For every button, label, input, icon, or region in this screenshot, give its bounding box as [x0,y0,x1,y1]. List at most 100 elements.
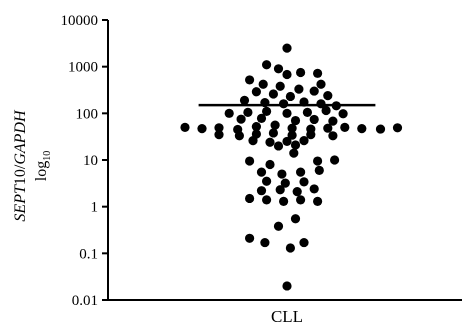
data-point [262,195,272,205]
data-point [234,131,244,141]
data-point [290,115,301,126]
data-point [296,195,306,205]
data-point [273,221,284,231]
data-point [248,136,258,146]
data-point [338,109,348,119]
data-point [306,130,316,140]
y-tick-label: 1000 [68,60,98,76]
data-point [285,243,295,253]
data-point [323,90,333,101]
data-point [245,193,255,204]
data-point [313,196,323,206]
data-point [262,176,272,186]
data-point [273,64,284,74]
data-point [290,140,301,150]
y-axis-unit-base: log [33,161,50,181]
y-axis-unit: log10 [33,151,53,181]
data-point [180,122,190,132]
data-point [256,186,267,196]
data-point [299,237,309,248]
data-point [265,137,275,147]
data-point [316,79,326,89]
data-point [245,233,255,243]
y-axis-label: SEPT10/GAPDH log10 [12,109,53,222]
y-tick-label: 0.01 [72,293,98,309]
y-axis-title-reference: GAPDH [12,109,29,165]
y-axis-title: SEPT10/GAPDH [12,109,29,222]
data-point [296,67,306,78]
data-point [299,177,309,187]
data-point [313,156,323,166]
data-point [282,281,292,291]
data-point [279,196,289,206]
data-point [245,75,255,85]
data-point [282,108,292,118]
data-point [314,165,324,175]
data-point [392,123,403,133]
y-axis-title-number: 10/ [12,164,29,185]
y-ticks: 0.01 0.1 1 10 100 1000 10000 [61,13,108,309]
data-point [302,107,312,117]
data-point [282,136,292,147]
data-point [299,136,309,146]
data-point [262,106,272,117]
data-point [290,214,301,224]
data-point [273,141,284,151]
data-point [262,60,272,70]
data-point [243,107,253,117]
y-tick-label: 1 [91,200,99,216]
data-point [330,155,340,165]
data-point [321,105,331,116]
data-point [282,43,292,53]
y-tick-label: 0.1 [79,246,98,262]
data-point [214,130,224,140]
data-point [313,68,323,78]
data-point [292,187,302,197]
data-point [197,124,207,134]
data-point [256,113,267,123]
data-point [251,87,261,97]
data-point [279,99,289,109]
data-point [282,69,292,80]
data-point [328,116,338,126]
data-point [245,156,255,166]
data-point [280,178,290,188]
data-point [287,123,297,133]
y-tick-label: 100 [76,106,99,122]
y-tick-label: 10 [83,153,98,169]
data-point [309,184,319,194]
data-point [214,123,224,133]
data-point [239,95,250,105]
data-point [224,108,234,118]
y-axis-unit-subscript: 10 [42,151,53,161]
data-point [323,123,333,133]
data-point [275,81,285,91]
data-point [309,114,319,125]
data-point [260,237,270,248]
y-axis-title-gene: SEPT [12,184,29,222]
data-point [357,124,367,134]
data-point [265,159,275,170]
x-category-label: CLL [271,307,303,326]
data-point [289,148,299,158]
data-point [251,121,261,132]
data-point [236,114,246,124]
data-point [268,89,278,99]
data-point [256,167,267,177]
data-points [180,43,403,291]
data-point [258,79,268,89]
data-point [309,86,319,96]
data-point [294,84,304,94]
data-point [285,91,295,102]
data-point [268,128,278,138]
data-point [270,120,280,130]
data-point [375,124,386,134]
data-point [287,130,297,140]
data-point [275,185,285,195]
y-tick-label: 10000 [61,13,99,29]
data-point [340,122,350,132]
data-point [296,167,306,177]
data-point [277,169,287,179]
data-point [328,131,338,141]
